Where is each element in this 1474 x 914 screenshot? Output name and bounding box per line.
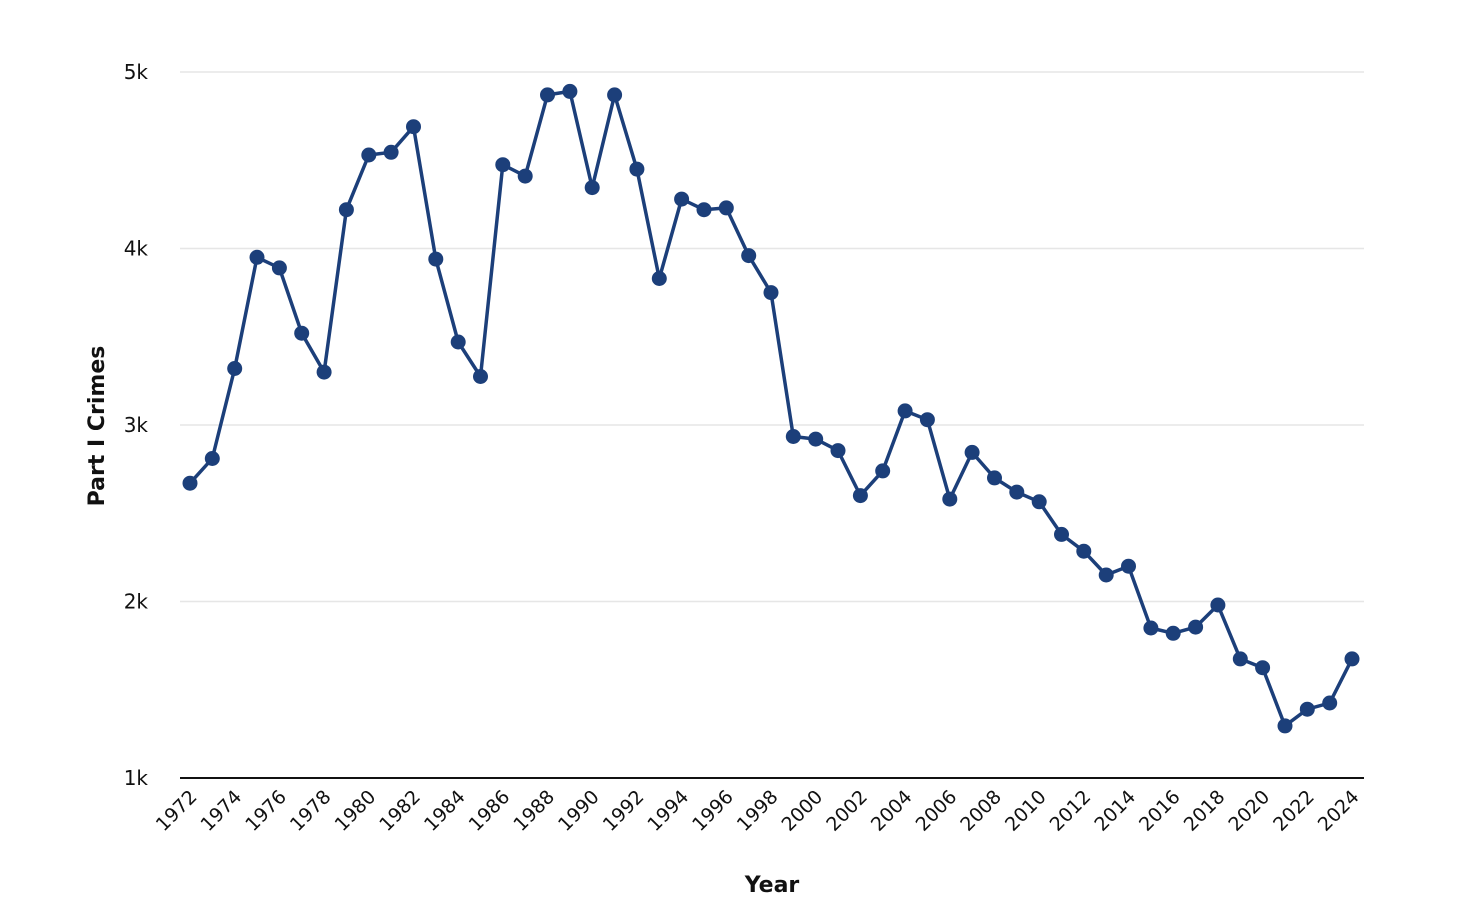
x-tick-label: 2010 [1001,786,1051,836]
data-point [249,249,265,265]
data-point [919,412,935,428]
data-point [852,488,868,504]
data-point [696,202,712,218]
x-tick-label: 2020 [1224,786,1274,836]
x-tick-label: 2004 [867,786,917,836]
x-axis-title: Year [744,873,800,898]
x-tick-label: 1982 [375,786,425,836]
data-point [562,83,578,99]
y-tick-label: 1k [124,766,149,790]
data-point [1165,625,1181,641]
data-point [450,334,466,350]
data-point [808,431,824,447]
data-point [361,147,377,163]
data-point [607,87,623,103]
x-tick-label: 1998 [733,786,783,836]
data-point [942,491,958,507]
data-point [1255,660,1271,676]
y-axis-title: Part I Crimes [85,346,110,507]
data-point [383,144,399,160]
data-point [674,191,690,207]
grid-lines [180,71,1364,603]
x-tick-label: 2016 [1135,786,1185,836]
data-point [1344,651,1360,667]
data-point [1031,494,1047,510]
x-tick-label: 1972 [152,786,202,836]
data-point [741,248,757,264]
data-point [227,361,243,376]
data-point [473,369,488,384]
data-point [338,202,354,218]
data-point [629,161,645,177]
y-tick-label: 5k [124,60,149,84]
x-tick-label: 1984 [420,786,470,836]
data-point [1322,695,1338,711]
data-point [1210,597,1226,613]
data-point [1121,558,1136,574]
data-point [316,364,332,380]
series-layer [182,83,1360,734]
data-point [651,271,667,286]
data-point [1009,484,1025,500]
data-point [718,200,734,216]
data-point [830,443,846,459]
data-point [785,429,801,444]
x-tick-label: 2018 [1180,786,1230,836]
x-tick-label: 1992 [599,786,649,836]
x-tick-label: 2012 [1046,786,1096,836]
data-point [897,403,913,419]
data-point [1143,620,1159,636]
data-point [987,470,1002,486]
data-point [763,285,779,301]
x-tick-label: 2024 [1314,786,1364,836]
x-tick-label: 1994 [643,786,693,836]
x-tick-label: 1988 [509,786,559,836]
data-point [1098,567,1114,583]
data-point [1188,619,1204,635]
data-point [517,168,533,184]
x-tick-label: 1996 [688,786,738,836]
data-point [584,180,600,196]
data-point [495,157,511,173]
x-tick-label: 1980 [331,786,381,836]
data-point [875,463,891,479]
data-point [428,251,444,267]
tick-labels: 1k2k3k4k5k197219741976197819801982198419… [124,60,1364,836]
y-tick-label: 2k [124,590,149,614]
x-tick-label: 2014 [1090,786,1140,836]
data-point [1299,701,1315,717]
x-tick-label: 1978 [286,786,336,836]
x-tick-label: 2002 [822,786,872,836]
x-tick-label: 2006 [912,786,962,836]
data-point [406,119,421,135]
x-tick-label: 1990 [554,786,604,836]
data-point [1076,543,1092,559]
x-tick-label: 1976 [241,786,291,836]
x-tick-label: 2022 [1269,786,1319,836]
data-point [271,260,287,276]
x-tick-label: 1974 [196,786,246,836]
data-point [1232,651,1248,667]
data-point [204,451,220,466]
data-point [964,444,980,460]
x-tick-label: 2000 [777,786,827,836]
x-tick-label: 2008 [956,786,1006,836]
data-point [182,475,198,491]
y-tick-label: 4k [124,237,149,261]
y-tick-label: 3k [124,413,149,437]
x-tick-label: 1986 [465,786,515,836]
data-point [1054,526,1069,542]
data-point [1277,718,1293,734]
data-point [540,87,555,103]
data-point [294,325,310,341]
